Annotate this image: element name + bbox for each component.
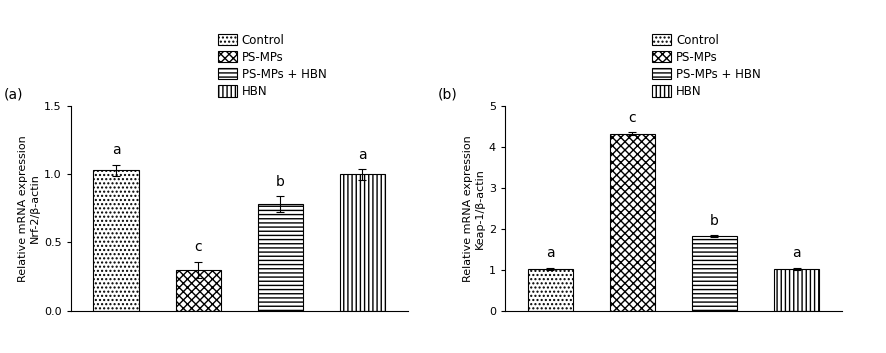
Text: a: a: [358, 148, 367, 162]
Legend: Control, PS-MPs, PS-MPs + HBN, HBN: Control, PS-MPs, PS-MPs + HBN, HBN: [218, 34, 327, 98]
Text: b: b: [710, 214, 719, 228]
Text: c: c: [194, 240, 202, 254]
Bar: [527, 269, 572, 311]
Text: (a): (a): [4, 88, 23, 102]
Text: a: a: [546, 246, 555, 261]
Bar: [610, 134, 655, 311]
Text: b: b: [276, 175, 284, 189]
Text: a: a: [112, 143, 120, 157]
Bar: [340, 174, 385, 311]
Bar: [93, 170, 138, 311]
Bar: [692, 236, 737, 311]
Y-axis label: Relative mRNA expression
Keap-1/β-actin: Relative mRNA expression Keap-1/β-actin: [463, 135, 485, 282]
Bar: [258, 204, 303, 311]
Bar: [774, 269, 820, 311]
Bar: [175, 270, 221, 311]
Text: c: c: [628, 111, 636, 125]
Text: a: a: [792, 246, 801, 261]
Y-axis label: Relative mRNA expression
Nrf-2/β-actin: Relative mRNA expression Nrf-2/β-actin: [19, 135, 40, 282]
Text: (b): (b): [438, 88, 457, 102]
Legend: Control, PS-MPs, PS-MPs + HBN, HBN: Control, PS-MPs, PS-MPs + HBN, HBN: [652, 34, 761, 98]
